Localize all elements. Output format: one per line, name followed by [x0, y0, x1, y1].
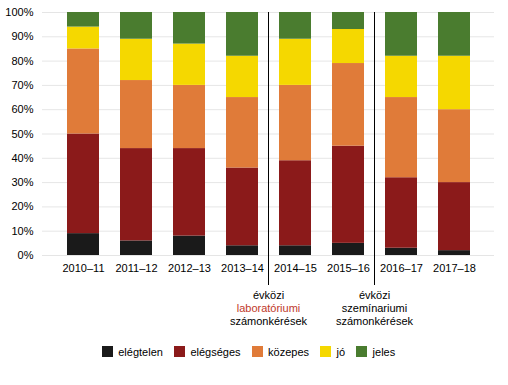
svg-text:100%: 100%: [5, 6, 33, 18]
svg-text:számonkérések: számonkérések: [230, 315, 308, 327]
svg-text:20%: 20%: [11, 200, 33, 212]
svg-text:10%: 10%: [11, 225, 33, 237]
svg-text:90%: 90%: [11, 30, 33, 42]
svg-text:2017–18: 2017–18: [433, 262, 476, 274]
svg-text:60%: 60%: [11, 103, 33, 115]
svg-text:laboratóriumi: laboratóriumi: [237, 302, 301, 314]
svg-text:2016–17: 2016–17: [380, 262, 423, 274]
svg-text:2012–13: 2012–13: [168, 262, 211, 274]
svg-text:80%: 80%: [11, 55, 33, 67]
svg-text:szemínariumi: szemínariumi: [342, 302, 407, 314]
svg-text:évközi: évközi: [253, 289, 284, 301]
svg-text:40%: 40%: [11, 152, 33, 164]
html-text:közepes: közepes: [268, 345, 309, 358]
html-text:elégtelen: elégtelen: [118, 345, 163, 358]
svg-text:2011–12: 2011–12: [115, 262, 157, 274]
svg-text:2013–14: 2013–14: [221, 262, 264, 274]
svg-text:2015–16: 2015–16: [327, 262, 370, 274]
html-text:jó: jó: [336, 345, 346, 358]
html-text:jeles: jeles: [372, 345, 396, 358]
svg-text:2010–11: 2010–11: [62, 262, 104, 274]
svg-text:évközi: évközi: [359, 289, 390, 301]
svg-text:2014–15: 2014–15: [274, 262, 317, 274]
svg-text:50%: 50%: [11, 128, 33, 140]
svg-text:0%: 0%: [18, 249, 34, 261]
svg-text:70%: 70%: [11, 79, 33, 91]
html-text:elégséges: elégséges: [190, 345, 241, 358]
svg-text:számonkérések: számonkérések: [336, 315, 414, 327]
svg-text:30%: 30%: [11, 176, 33, 188]
